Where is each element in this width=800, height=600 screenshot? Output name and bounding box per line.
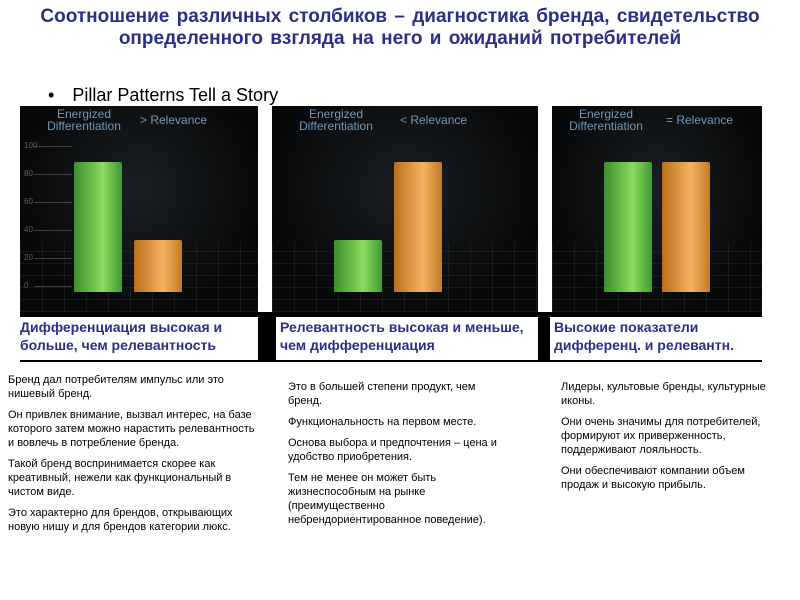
- chart-panel-3: Energized Differentiation = Relevance: [552, 106, 762, 312]
- slide-title: Соотношение различных столбиков – диагно…: [40, 6, 760, 49]
- panel-2-header: Energized Differentiation < Relevance: [286, 107, 467, 133]
- differentiation-label: Differentiation: [569, 119, 643, 133]
- tick-label: 0: [24, 281, 29, 290]
- energized-label: Energized: [56, 107, 112, 121]
- panel-1-description: Бренд дал потребителям импульс или это н…: [8, 373, 263, 541]
- relation-label: = Relevance: [666, 113, 734, 127]
- bullet-icon: •: [48, 85, 55, 105]
- description-paragraph: Они очень значимы для потребителей, форм…: [561, 416, 761, 456]
- panel-3-header: Energized Differentiation = Relevance: [554, 107, 733, 133]
- tick-label: 80: [24, 169, 33, 178]
- differentiation-label: Differentiation: [299, 119, 373, 133]
- description-paragraph: Он привлек внимание, вызвал интерес, на …: [8, 409, 255, 449]
- tick-label: 20: [24, 253, 33, 262]
- description-paragraph: Это характерно для брендов, открывающих …: [8, 507, 233, 533]
- tick-label: 40: [24, 225, 33, 234]
- description-paragraph: Они обеспечивают компании объем продаж и…: [561, 465, 745, 491]
- description-paragraph: Такой бренд воспринимается скорее как кр…: [8, 458, 232, 498]
- tick-label: 100: [24, 141, 38, 150]
- chart-panel-2: Energized Differentiation < Relevance: [272, 106, 538, 312]
- description-paragraph: Бренд дал потребителям импульс или это н…: [8, 374, 224, 400]
- description-paragraph: Это в большей степени продукт, чем бренд…: [288, 381, 476, 407]
- panel-3-heading: Высокие показатели дифференц. и релевант…: [550, 317, 766, 360]
- relevance-bar: [662, 161, 710, 292]
- slide-subtitle: • Pillar Patterns Tell a Story: [48, 84, 278, 106]
- tick-label: 60: [24, 197, 33, 206]
- description-paragraph: Тем не менее он может быть жизнеспособны…: [288, 472, 486, 526]
- description-paragraph: Функциональность на первом месте.: [288, 416, 477, 428]
- relevance-bar: [394, 161, 442, 292]
- description-paragraph: Основа выбора и предпочтения – цена и уд…: [288, 437, 497, 463]
- panel-1-heading: Дифференциация высокая и больше, чем рел…: [20, 317, 258, 360]
- differentiation-bar: [334, 240, 382, 292]
- energized-label: Energized: [578, 107, 634, 121]
- subtitle-text: Pillar Patterns Tell a Story: [72, 85, 279, 105]
- chart-panel-1: Energized Differentiation > Relevance 10…: [20, 106, 258, 312]
- panel-1-header: Energized Differentiation > Relevance: [34, 107, 207, 133]
- panel-3-description: Лидеры, культовые бренды, культурные ико…: [561, 380, 766, 499]
- relation-label: < Relevance: [400, 113, 468, 127]
- description-paragraph: Лидеры, культовые бренды, культурные ико…: [561, 381, 766, 407]
- differentiation-label: Differentiation: [47, 119, 121, 133]
- differentiation-bar: [604, 161, 652, 292]
- energized-label: Energized: [308, 107, 364, 121]
- relevance-bar: [134, 240, 182, 292]
- panel-2-heading: Релевантность высокая и меньше, чем дифф…: [276, 317, 538, 360]
- differentiation-bar: [74, 161, 122, 292]
- panel-2-description: Это в большей степени продукт, чем бренд…: [288, 380, 498, 534]
- relation-label: > Relevance: [140, 113, 208, 127]
